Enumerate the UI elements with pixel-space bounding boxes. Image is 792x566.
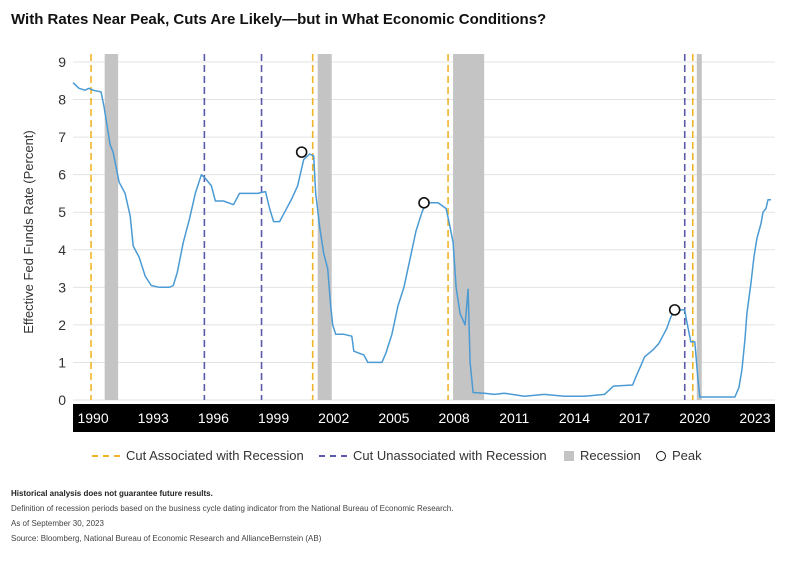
legend-item-cut-recession: Cut Associated with Recession bbox=[92, 448, 304, 463]
x-axis-bar bbox=[73, 404, 775, 432]
gridlines bbox=[73, 61, 775, 401]
circle-icon bbox=[656, 450, 666, 461]
y-tick-labels: 0 1 2 3 4 5 6 7 8 9 bbox=[58, 54, 66, 408]
dashed-line-icon bbox=[92, 454, 120, 457]
series bbox=[72, 82, 771, 398]
legend-item-peak: Peak bbox=[656, 448, 702, 463]
x-tick-label: 2014 bbox=[559, 410, 590, 426]
peak-marker bbox=[295, 146, 308, 158]
dashed-line-icon bbox=[319, 454, 347, 457]
x-tick-label: 1990 bbox=[77, 410, 108, 426]
recession-band bbox=[696, 54, 702, 400]
legend: Cut Associated with Recession Cut Unasso… bbox=[0, 448, 792, 468]
y-tick-label: 6 bbox=[58, 167, 66, 183]
y-tick-label: 1 bbox=[58, 354, 66, 370]
x-tick-label: 1993 bbox=[138, 410, 169, 426]
footnotes: Historical analysis does not guarantee f… bbox=[11, 486, 453, 546]
peak-markers bbox=[295, 146, 681, 316]
x-tick-label: 2002 bbox=[318, 410, 349, 426]
y-tick-label: 5 bbox=[58, 204, 66, 220]
y-tick-label: 7 bbox=[58, 129, 66, 145]
definition-note: Definition of recession periods based on… bbox=[11, 504, 454, 513]
legend-item-recession: Recession bbox=[564, 448, 641, 463]
y-tick-label: 3 bbox=[58, 279, 66, 295]
y-tick-label: 2 bbox=[58, 317, 66, 333]
as-of-date: As of September 30, 2023 bbox=[11, 519, 104, 528]
x-tick-label: 2020 bbox=[679, 410, 710, 426]
recession-band bbox=[317, 54, 332, 400]
recession-band bbox=[453, 54, 485, 400]
cut-lines bbox=[90, 54, 694, 400]
disclaimer: Historical analysis does not guarantee f… bbox=[11, 489, 213, 498]
series-line bbox=[72, 82, 771, 398]
legend-label: Cut Unassociated with Recession bbox=[353, 448, 547, 463]
x-tick-labels: 1990 1993 1996 1999 2002 2005 2008 2011 2014 2017… bbox=[77, 410, 770, 426]
gray-box-icon bbox=[564, 450, 574, 461]
recession-bands bbox=[104, 54, 702, 400]
y-tick-label: 4 bbox=[58, 242, 66, 258]
legend-item-cut-unassociated: Cut Unassociated with Recession bbox=[319, 448, 547, 463]
chart-title: With Rates Near Peak, Cuts Are Likely—bu… bbox=[11, 11, 547, 28]
peak-marker bbox=[418, 197, 430, 209]
x-tick-label: 2005 bbox=[378, 410, 409, 426]
fed-funds-chart: 0 1 2 3 4 5 6 7 8 9 1990 1993 1996 1999 2002 2005 2008 2… bbox=[21, 54, 775, 432]
source-note: Source: Bloomberg, National Bureau of Ec… bbox=[11, 534, 322, 543]
legend-label: Peak bbox=[672, 448, 702, 463]
x-tick-label: 1999 bbox=[258, 410, 289, 426]
legend-label: Cut Associated with Recession bbox=[126, 448, 304, 463]
y-tick-label: 8 bbox=[58, 92, 66, 108]
peak-marker bbox=[668, 304, 681, 316]
x-tick-label: 1996 bbox=[198, 410, 229, 426]
recession-band bbox=[104, 54, 119, 400]
legend-label: Recession bbox=[580, 448, 641, 463]
x-tick-label: 2008 bbox=[439, 410, 470, 426]
x-tick-label: 2017 bbox=[619, 410, 650, 426]
y-tick-label: 0 bbox=[58, 392, 66, 408]
x-tick-label: 2011 bbox=[499, 410, 529, 426]
y-tick-label: 9 bbox=[58, 54, 66, 70]
y-axis-label: Effective Fed Funds Rate (Percent) bbox=[21, 130, 36, 334]
x-tick-label: 2023 bbox=[739, 410, 770, 426]
